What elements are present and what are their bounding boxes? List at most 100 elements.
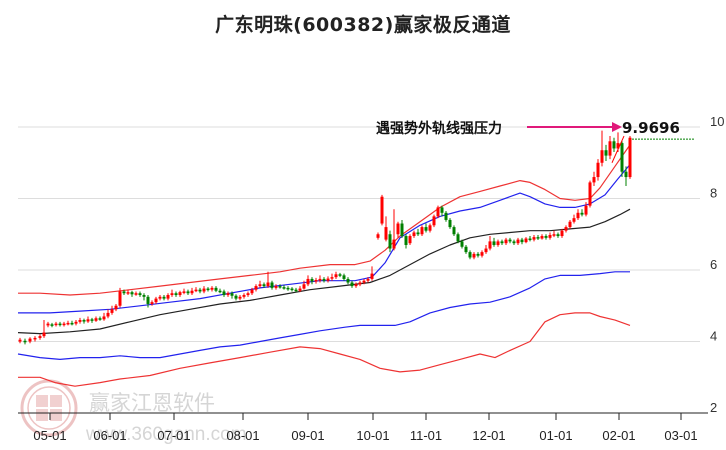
candle	[314, 280, 318, 282]
candle	[178, 292, 182, 296]
candle	[388, 234, 392, 249]
candle	[524, 238, 528, 243]
candle	[158, 296, 162, 299]
candle	[448, 219, 452, 228]
candle	[416, 232, 420, 235]
watermark-url: www.360gann.com	[85, 424, 247, 445]
x-tick-label: 06-01	[93, 428, 126, 443]
candle	[290, 288, 294, 291]
candle	[612, 141, 616, 149]
candle	[194, 289, 198, 292]
candle	[334, 274, 338, 278]
channel-line	[18, 144, 631, 296]
annotation-value: 9.9696	[622, 119, 680, 137]
candle	[28, 338, 32, 342]
candle	[126, 292, 130, 294]
candle	[376, 234, 380, 238]
candle	[154, 298, 158, 303]
candle	[114, 305, 118, 310]
y-tick-label: 10	[710, 114, 724, 129]
x-tick-label: 07-01	[157, 428, 190, 443]
candle	[472, 253, 476, 258]
x-tick-label: 10-01	[356, 428, 389, 443]
candle	[134, 293, 138, 295]
candle	[102, 316, 106, 320]
candle	[82, 320, 86, 322]
candle	[206, 288, 210, 291]
candle	[604, 150, 608, 156]
candle	[62, 323, 66, 326]
candle	[440, 207, 444, 213]
candle	[162, 296, 166, 299]
candle	[354, 284, 358, 287]
candle	[432, 216, 436, 226]
channel-line	[18, 312, 631, 387]
candle	[564, 227, 568, 231]
candle	[110, 309, 114, 313]
candle	[596, 162, 600, 178]
candle	[306, 278, 310, 285]
candle	[146, 296, 150, 304]
y-tick-label: 2	[710, 400, 717, 415]
candle	[286, 287, 290, 290]
candle	[122, 291, 126, 294]
candle	[234, 295, 238, 299]
candle	[230, 293, 234, 296]
candle	[384, 227, 388, 240]
x-axis: 05-01 06-01 07-01 08-01 09-01 10-01 11-01 12-01…	[18, 412, 708, 443]
candle	[138, 293, 142, 296]
candle	[33, 337, 37, 340]
candle	[250, 289, 254, 294]
x-tick-label: 01-01	[539, 428, 572, 443]
candle	[464, 246, 468, 253]
candle	[246, 293, 250, 296]
candle	[468, 252, 472, 258]
candle	[242, 295, 246, 297]
candle	[408, 236, 412, 244]
candle	[226, 293, 230, 296]
x-tick-label: 08-01	[226, 428, 259, 443]
candle	[488, 241, 492, 249]
watermark-brand: 赢家江恩软件	[89, 391, 215, 415]
x-tick-label: 12-01	[472, 428, 505, 443]
candle	[366, 278, 370, 281]
annotation: 遇强势外轨线强压力 9.9696	[376, 119, 680, 137]
candle	[608, 141, 612, 156]
candle	[552, 234, 556, 236]
candle	[480, 252, 484, 256]
candle	[58, 323, 62, 326]
candle	[90, 319, 94, 321]
candle	[258, 284, 262, 287]
candle	[174, 293, 178, 296]
candle	[66, 322, 70, 325]
candle	[18, 339, 22, 342]
candle	[536, 237, 540, 239]
candle	[528, 238, 532, 241]
candle	[118, 291, 122, 306]
candle	[484, 248, 488, 253]
candle	[342, 275, 346, 279]
candle	[186, 291, 190, 294]
candle	[568, 221, 572, 228]
candle	[452, 227, 456, 235]
channel-line	[18, 164, 631, 314]
candle	[23, 340, 27, 343]
candle	[616, 143, 620, 149]
candle	[456, 234, 460, 242]
y-axis: 10 8 6 4 2	[710, 114, 724, 415]
candle	[358, 282, 362, 285]
watermark: 赢家江恩软件 www.360gann.com	[20, 379, 247, 445]
candle	[302, 284, 306, 289]
candle	[218, 290, 222, 293]
candle	[38, 336, 42, 338]
candle	[584, 205, 588, 215]
candle	[74, 321, 78, 324]
candle	[322, 278, 326, 281]
channel-line	[17, 271, 630, 360]
candle	[142, 295, 146, 297]
x-tick-label: 11-01	[410, 428, 442, 443]
candle	[504, 239, 508, 244]
candle	[266, 282, 270, 287]
candle	[428, 225, 432, 231]
